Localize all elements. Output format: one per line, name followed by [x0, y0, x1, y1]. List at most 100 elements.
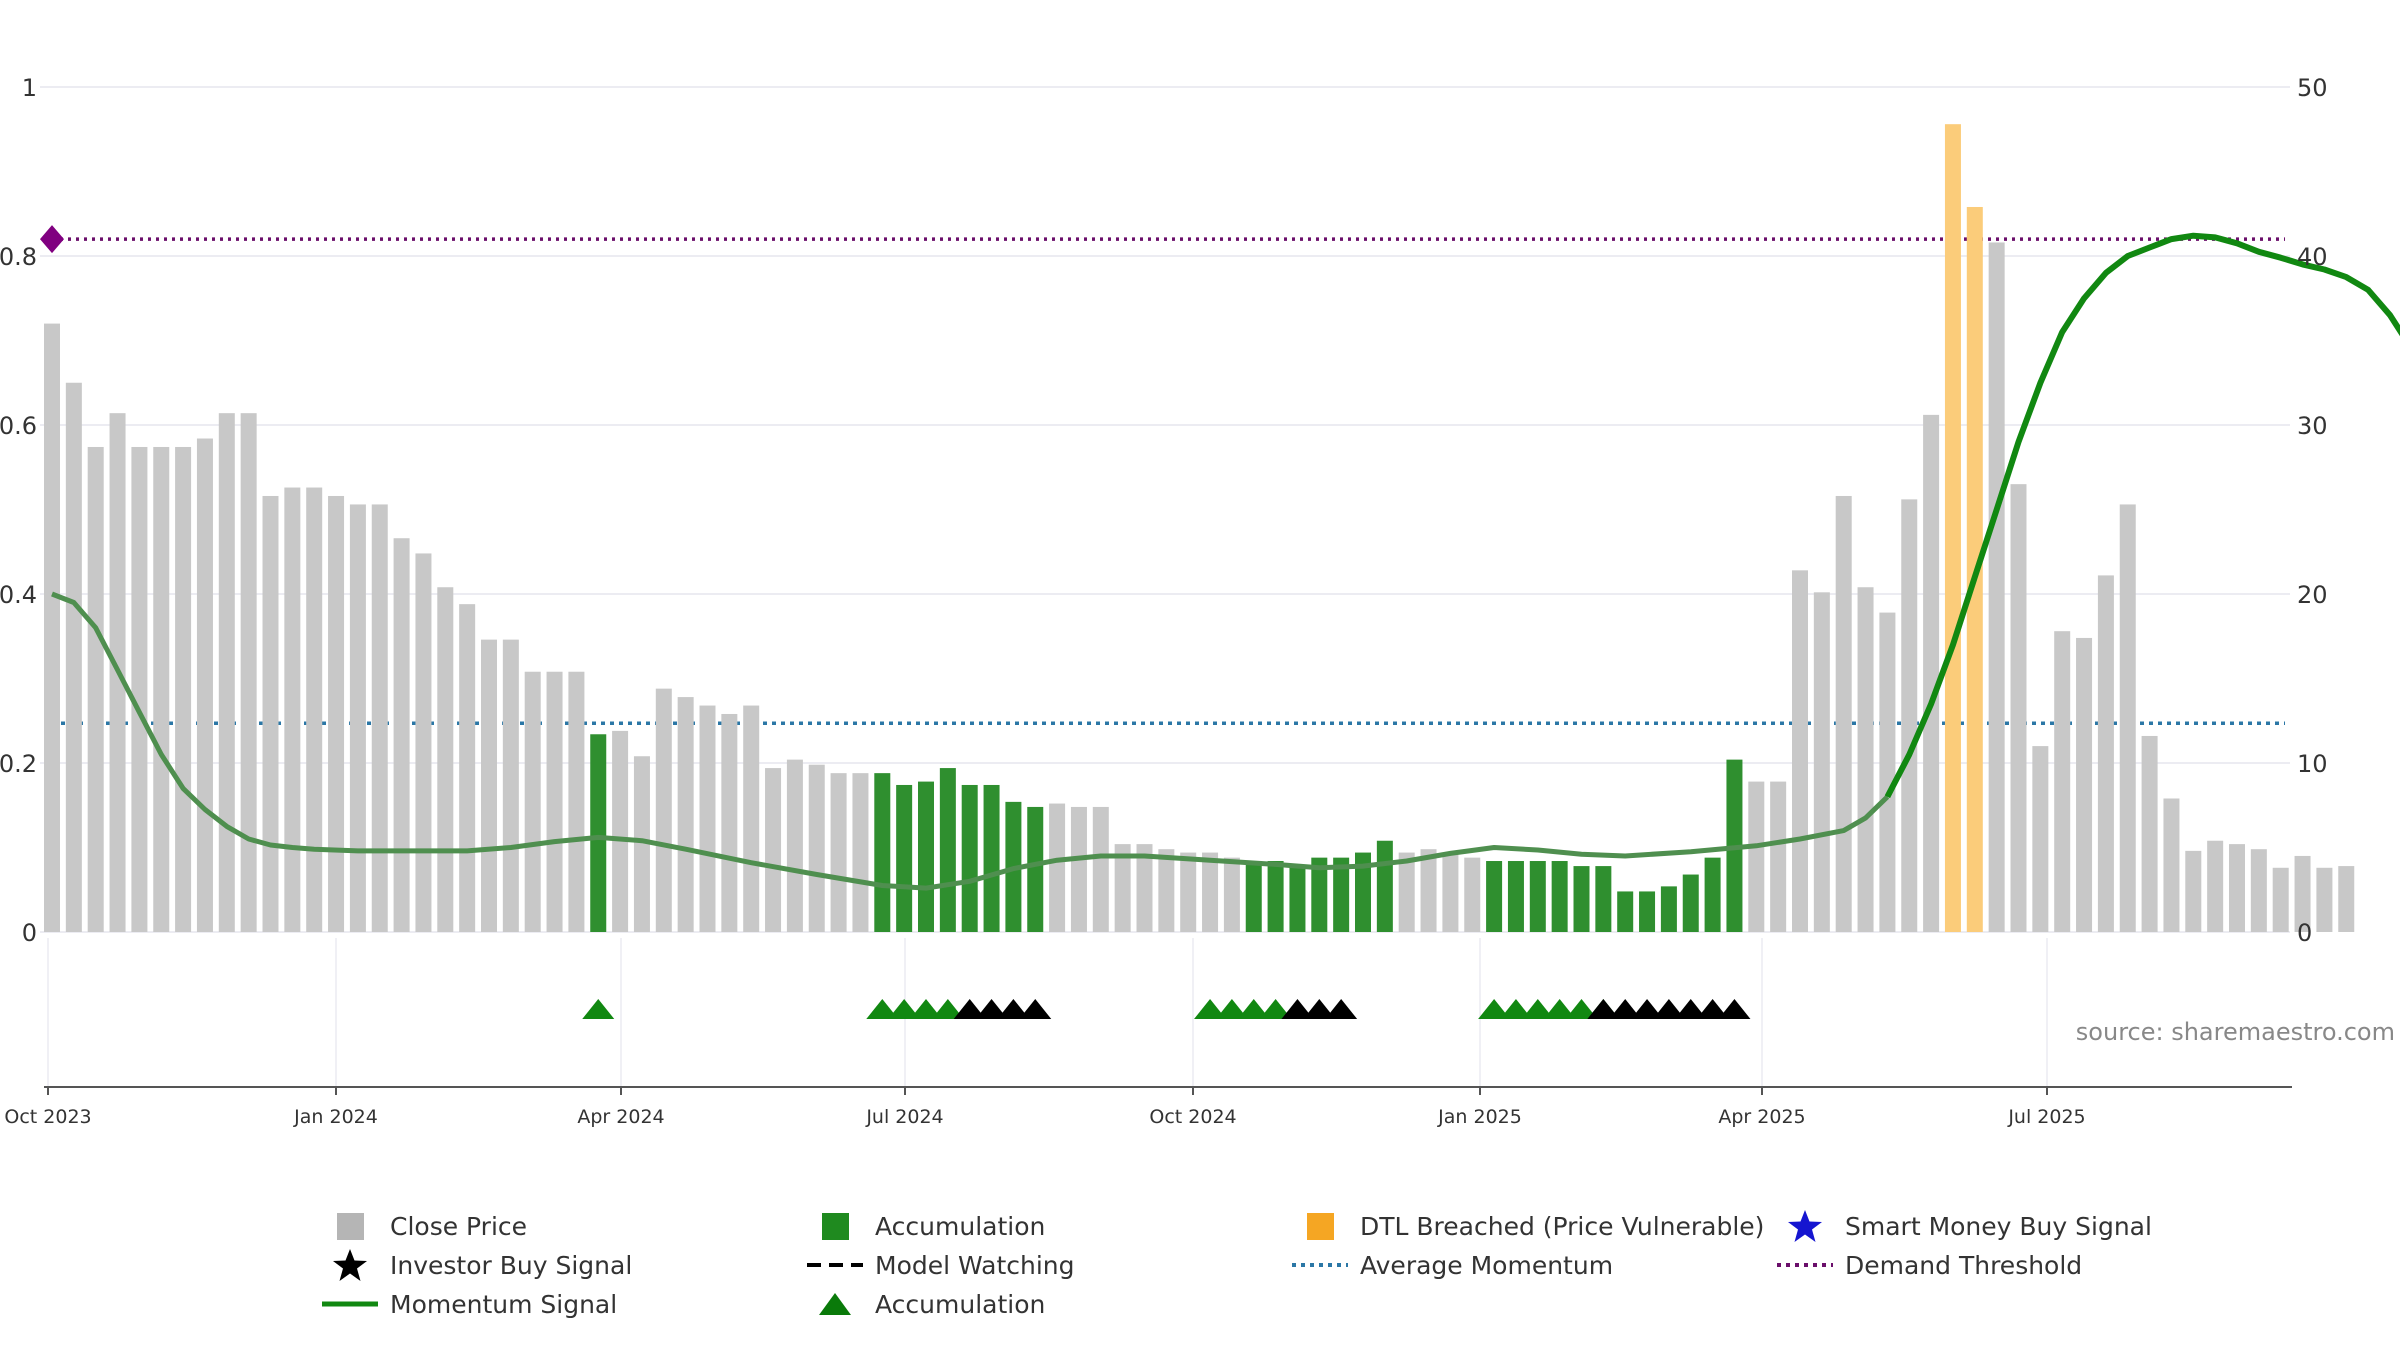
y-right-tick-label: 40 [2297, 243, 2328, 271]
close-price-bar [2010, 484, 2027, 932]
accumulation-marker [1543, 999, 1576, 1019]
close-price-bar [371, 504, 388, 932]
close-price-bar [1923, 414, 1940, 932]
accumulation-marker [866, 999, 899, 1019]
accumulation-bar [939, 768, 956, 932]
investor-buy-marker [997, 999, 1030, 1019]
legend-square-icon [320, 1207, 380, 1245]
investor-buy-marker [1281, 999, 1314, 1019]
investor-buy-marker [1609, 999, 1642, 1019]
close-price-bar [743, 705, 760, 932]
investor-buy-marker [1325, 999, 1358, 1019]
legend-label: Momentum Signal [390, 1289, 618, 1319]
close-price-bar [415, 553, 432, 932]
legend-star-icon [320, 1246, 380, 1284]
accumulation-bar [961, 784, 978, 932]
close-price-bar [1770, 781, 1787, 932]
close-price-bar [437, 587, 454, 932]
accumulation-bar [1617, 891, 1634, 932]
close-price-bar [1420, 849, 1437, 932]
y-right-tick-label: 30 [2297, 412, 2328, 440]
close-price-bar [1464, 857, 1481, 932]
close-price-bar [44, 323, 60, 933]
investor-buy-marker [953, 999, 986, 1019]
close-price-bar [2032, 746, 2049, 932]
momentum-signal-line-early [51, 591, 1890, 891]
accumulation-bar [1311, 857, 1328, 932]
x-tick-label: Jul 2025 [2007, 1106, 2085, 1128]
y-left-tick-label: 0.4 [0, 581, 37, 609]
close-price-bar [2141, 735, 2158, 932]
accumulation-bar [1245, 861, 1262, 932]
legend-item: Accumulation [805, 1285, 1045, 1323]
close-price-bar [786, 759, 803, 932]
legend-item: DTL Breached (Price Vulnerable) [1290, 1207, 1764, 1245]
accumulation-marker [1215, 999, 1248, 1019]
close-price-bar [306, 487, 323, 932]
close-price-bar [1901, 499, 1918, 932]
accumulation-bar [1355, 852, 1371, 932]
close-price-bar [1398, 852, 1415, 932]
close-price-bar [568, 671, 585, 932]
close-price-bar [612, 730, 629, 932]
accumulation-bar [1486, 861, 1503, 932]
close-price-bar [1114, 844, 1131, 932]
momentum-signal-line [51, 232, 2400, 891]
close-price-bar [1879, 612, 1896, 932]
legend-triangle-icon [805, 1285, 865, 1323]
gridlines [40, 86, 2290, 1087]
legend-label: Accumulation [875, 1289, 1046, 1319]
x-tick-label: Oct 2024 [1149, 1106, 1236, 1128]
accumulation-marker [1237, 999, 1270, 1019]
close-price-bar [1070, 806, 1087, 932]
close-price-bar [2316, 867, 2333, 932]
accumulation-bar [1573, 866, 1590, 932]
accumulation-marker [1259, 999, 1292, 1019]
accumulation-bar [1507, 861, 1524, 932]
investor-buy-marker [1587, 999, 1620, 1019]
close-price-bar [699, 705, 716, 932]
legend-label: Model Watching [875, 1250, 1075, 1280]
legend-label: Close Price [390, 1211, 528, 1241]
legend-dotted-icon [1775, 1246, 1835, 1284]
legend-item: Accumulation [805, 1207, 1045, 1245]
accumulation-bar [1595, 866, 1612, 932]
close-price-bar [546, 671, 563, 932]
legend-label: Smart Money Buy Signal [1845, 1211, 2152, 1241]
close-price-bar [2272, 867, 2289, 932]
x-tick-label: Apr 2025 [1718, 1106, 1805, 1128]
legend-line-icon [320, 1285, 380, 1323]
legend-item: Average Momentum [1290, 1246, 1613, 1284]
close-price-bar [349, 504, 366, 932]
y-right-tick-label: 0 [2297, 919, 2312, 947]
legend-label: Demand Threshold [1845, 1250, 2083, 1280]
close-price-bar [1988, 242, 2005, 933]
x-tick-label: Jul 2024 [865, 1106, 943, 1128]
close-price-bar [2250, 849, 2267, 932]
close-price-bar [1748, 781, 1765, 932]
close-price-bar [830, 773, 847, 932]
close-price-bar [2097, 575, 2114, 932]
investor-buy-marker [1303, 999, 1336, 1019]
close-price-bar [2294, 855, 2311, 932]
accumulation-marker [888, 999, 921, 1019]
accumulation-bar [1267, 861, 1284, 932]
close-price-bar [808, 764, 825, 932]
y-right-tick-label: 50 [2297, 74, 2328, 102]
y-left-tick-label: 0 [22, 919, 37, 947]
close-price-bar [262, 495, 279, 932]
x-tick-label: Apr 2024 [577, 1106, 664, 1128]
close-price-bar [1223, 857, 1240, 932]
x-tick-label: Oct 2023 [4, 1106, 91, 1128]
close-price-bar [1813, 592, 1830, 932]
legend-item: Demand Threshold [1775, 1246, 2082, 1284]
close-price-bar [852, 773, 869, 932]
investor-buy-marker [1652, 999, 1685, 1019]
legend-dotted-icon [1290, 1246, 1350, 1284]
close-price-bar [1092, 806, 1109, 932]
accumulation-marker [1565, 999, 1598, 1019]
close-price-bar [502, 639, 519, 932]
accumulation-bar [1289, 866, 1306, 932]
accumulation-bar [1660, 886, 1677, 932]
